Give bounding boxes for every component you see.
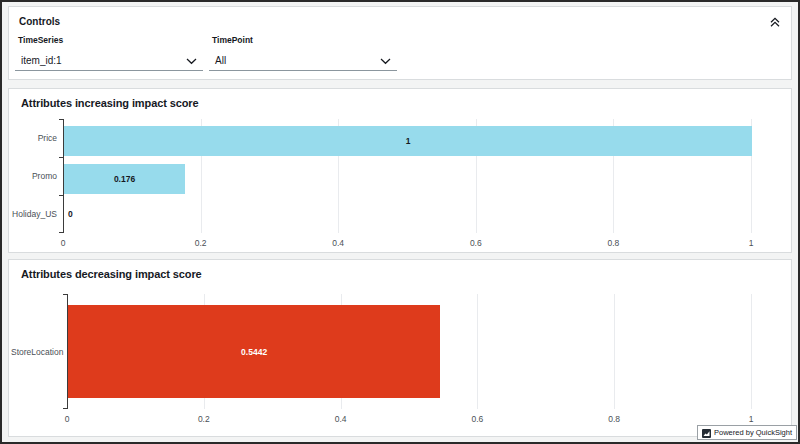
filter-group-timeseries: TimeSeries item_id:1 [15, 35, 203, 71]
timepoint-label: TimePoint [212, 35, 397, 45]
chart1-title: Attributes increasing impact score [21, 97, 199, 109]
chart2-bar-storelocation[interactable]: 0.5442 [68, 305, 440, 398]
chart1-bar-price-value: 1 [406, 136, 411, 146]
y-axis-tick [63, 408, 67, 409]
y-axis-tick [59, 157, 63, 158]
x-tick-label: 1 [749, 238, 754, 248]
timeseries-dropdown[interactable]: item_id:1 [15, 50, 203, 71]
chart1-holiday-us-value: 0 [68, 209, 73, 219]
chart2-bar-storelocation-value: 0.5442 [241, 347, 267, 357]
gridline [614, 294, 615, 409]
x-tick-label: 0.2 [198, 414, 210, 424]
powered-by-quicksight-badge[interactable]: Powered by QuickSight [697, 425, 797, 440]
chart1-category-price: Price [11, 133, 57, 143]
chart2-x-axis-labels: 0 0.2 0.4 0.6 0.8 1 [67, 414, 751, 424]
filter-group-timepoint: TimePoint All [209, 35, 397, 71]
y-axis-tick [59, 232, 63, 233]
x-tick-label: 1 [749, 414, 754, 424]
controls-panel: Controls TimeSeries item_id:1 TimePoint … [8, 6, 792, 80]
badge-label: Powered by QuickSight [714, 428, 792, 437]
controls-panel-title: Controls [19, 16, 60, 27]
chart1-x-axis-labels: 0 0.2 0.4 0.6 0.8 1 [63, 238, 751, 248]
x-tick-label: 0.2 [195, 238, 207, 248]
dashboard-frame: Controls TimeSeries item_id:1 TimePoint … [0, 0, 800, 444]
x-tick-label: 0 [61, 238, 66, 248]
timepoint-selected-value: All [215, 55, 226, 66]
collapse-controls-button[interactable] [767, 15, 783, 31]
timepoint-dropdown[interactable]: All [209, 50, 397, 71]
x-tick-label: 0.6 [470, 238, 482, 248]
gridline [477, 294, 478, 409]
chart2-title: Attributes decreasing impact score [21, 268, 202, 280]
x-tick-label: 0.8 [608, 414, 620, 424]
chart1-category-promo: Promo [11, 171, 57, 181]
chart1-bar-promo-value: 0.176 [114, 174, 135, 184]
timeseries-selected-value: item_id:1 [21, 55, 62, 66]
increasing-impact-chart-panel: Attributes increasing impact score Price… [8, 88, 792, 253]
chevron-down-icon [186, 51, 197, 69]
decreasing-impact-chart-panel: Attributes decreasing impact score Store… [8, 259, 792, 437]
chart2-plot-area: 0.5442 [67, 294, 751, 409]
chart1-bar-price[interactable]: 1 [64, 126, 752, 156]
x-tick-label: 0.4 [335, 414, 347, 424]
y-axis-tick [63, 294, 67, 295]
chart1-category-holiday-us: Holiday_US [11, 209, 57, 219]
chevron-down-icon [380, 51, 391, 69]
gridline [751, 294, 752, 409]
x-tick-label: 0.6 [471, 414, 483, 424]
chart1-plot-area: 1 0.176 0 [63, 119, 751, 233]
y-axis-tick [59, 119, 63, 120]
chart1-bar-promo[interactable]: 0.176 [64, 164, 185, 194]
x-tick-label: 0.4 [332, 238, 344, 248]
x-tick-label: 0.8 [607, 238, 619, 248]
y-axis-tick [59, 195, 63, 196]
x-tick-label: 0 [65, 414, 70, 424]
quicksight-logo-icon [702, 424, 711, 442]
chart2-category-storelocation: StoreLocation [11, 347, 61, 357]
double-chevron-up-icon [769, 14, 781, 32]
timeseries-label: TimeSeries [18, 35, 203, 45]
